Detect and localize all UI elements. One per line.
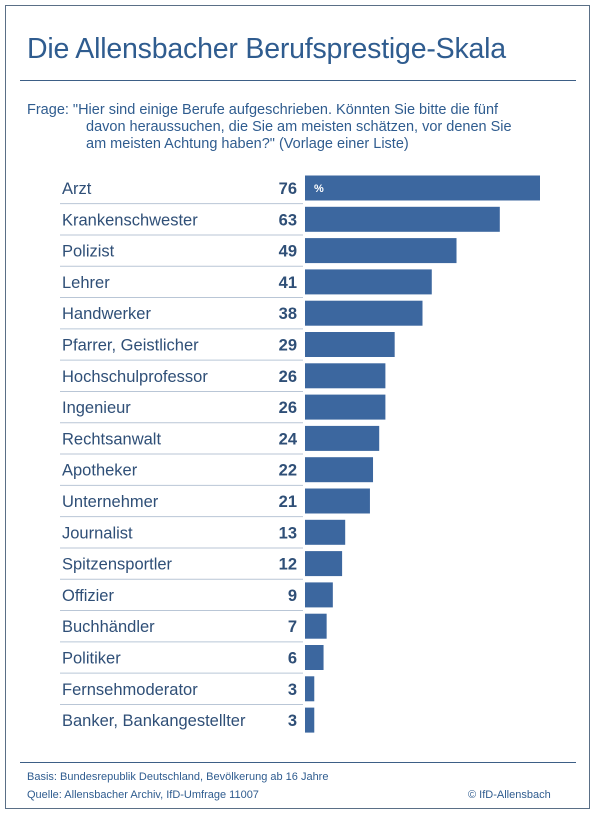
- bar: [305, 269, 432, 295]
- value-label: 76: [279, 180, 297, 198]
- bar: [305, 394, 386, 420]
- chart-frame: [5, 5, 590, 809]
- bar: [305, 363, 386, 389]
- bar: [305, 519, 346, 545]
- bar: [305, 707, 315, 733]
- bar: [305, 582, 333, 608]
- bar: [305, 425, 380, 451]
- category-label: Unternehmer: [62, 493, 159, 511]
- value-label: 9: [288, 587, 297, 605]
- bar: [305, 238, 457, 264]
- category-label: Pfarrer, Geistlicher: [62, 337, 199, 355]
- category-label: Arzt: [62, 180, 92, 198]
- category-label: Spitzensportler: [62, 556, 173, 574]
- footer-copyright: © IfD-Allensbach: [468, 789, 551, 801]
- value-label: 12: [279, 556, 297, 574]
- bar: [305, 613, 327, 639]
- category-label: Ingenieur: [62, 399, 131, 417]
- survey-question: Frage: "Hier sind einige Berufe aufgesch…: [27, 102, 572, 153]
- value-label: 13: [279, 524, 297, 542]
- category-label: Politiker: [62, 650, 121, 668]
- bar: [305, 206, 500, 232]
- bar: [305, 175, 540, 201]
- bar: [305, 645, 324, 670]
- category-label: Journalist: [62, 524, 133, 542]
- bar: [305, 457, 374, 483]
- category-label: Handwerker: [62, 305, 151, 323]
- footer-basis: Basis: Bundesrepublik Deutschland, Bevöl…: [27, 771, 329, 783]
- category-label: Apotheker: [62, 462, 138, 480]
- bar: [305, 551, 343, 577]
- value-label: 22: [279, 462, 297, 480]
- category-label: Buchhändler: [62, 618, 155, 636]
- category-label: Polizist: [62, 243, 115, 261]
- category-label: Offizier: [62, 587, 114, 605]
- value-label: 26: [279, 399, 297, 417]
- value-label: 3: [288, 681, 297, 699]
- value-label: 26: [279, 368, 297, 386]
- value-label: 24: [279, 430, 298, 448]
- chart-title: Die Allensbacher Berufsprestige-Skala: [27, 33, 506, 65]
- bar: [305, 676, 315, 702]
- value-label: 7: [288, 618, 297, 636]
- footer-divider: [20, 762, 576, 763]
- category-label: Fernsehmoderator: [62, 681, 198, 699]
- category-label: Rechtsanwalt: [62, 430, 161, 448]
- value-label: 38: [279, 305, 297, 323]
- value-label: 3: [288, 712, 297, 730]
- category-label: Hochschulprofessor: [62, 368, 208, 386]
- question-line: Frage: "Hier sind einige Berufe aufgesch…: [27, 102, 499, 118]
- value-label: 6: [288, 650, 297, 668]
- footer-source: Quelle: Allensbacher Archiv, IfD-Umfrage…: [27, 789, 259, 801]
- question-line: am meisten Achtung haben?" (Vorlage eine…: [86, 136, 409, 152]
- value-label: 63: [279, 211, 297, 229]
- question-line: davon heraussuchen, die Sie am meisten s…: [86, 119, 512, 135]
- bar: [305, 488, 370, 514]
- title-divider: [20, 80, 576, 81]
- category-label: Banker, Bankangestellter: [62, 712, 246, 730]
- value-label: 49: [279, 243, 297, 261]
- unit-label: %: [314, 183, 324, 195]
- bar: [305, 332, 395, 357]
- category-label: Krankenschwester: [62, 211, 198, 229]
- bar: [305, 300, 423, 326]
- category-label: Lehrer: [62, 274, 110, 292]
- value-label: 41: [279, 274, 297, 292]
- value-label: 21: [279, 493, 297, 511]
- value-label: 29: [279, 337, 297, 355]
